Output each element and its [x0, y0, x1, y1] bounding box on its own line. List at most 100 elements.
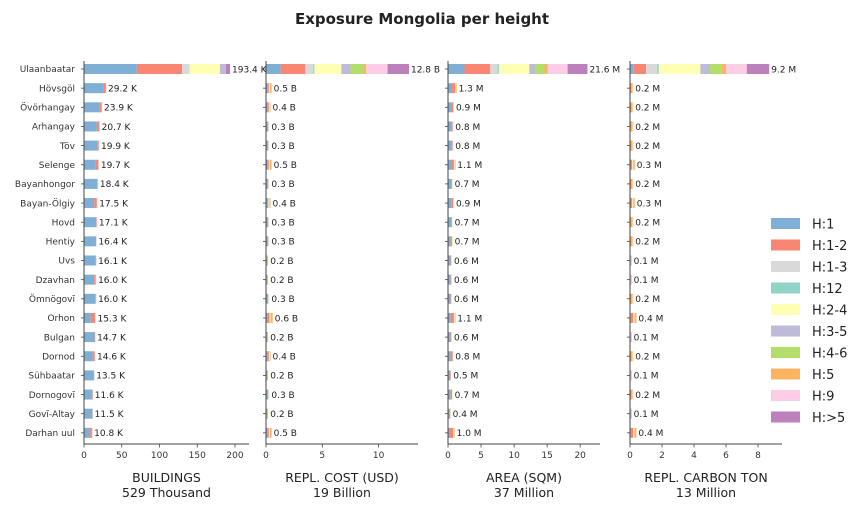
x-tick-label: 200 [226, 451, 243, 461]
legend-swatch [771, 218, 800, 229]
bar-segment [84, 274, 95, 285]
x-tick-label: 6 [723, 451, 729, 461]
bar-segment [269, 83, 272, 94]
bar-segment [269, 198, 271, 209]
data-label: 11.5 K [95, 410, 125, 420]
bar-segment [632, 178, 634, 189]
panel-3: 21.6 M 1.3 M 0.9 M 0.8 M 0.8 M 1.1 M 0.7 M 0.9 … [445, 61, 620, 500]
bar-segment [631, 274, 632, 285]
legend-item: H:12 [771, 282, 843, 297]
bar-segment [266, 389, 268, 400]
bar-segment [451, 217, 453, 228]
bar-segment [84, 217, 97, 228]
data-label: 0.4 M [453, 410, 478, 420]
data-label: 29.2 K [108, 84, 138, 94]
y-tick-label: Sühbaatar [28, 372, 75, 382]
x-tick-label: 4 [691, 451, 697, 461]
bar-segment [268, 389, 269, 400]
legend-swatch [771, 304, 800, 315]
data-label: 20.7 K [102, 123, 132, 133]
bar-segment [658, 64, 701, 74]
bar-segment [94, 198, 97, 209]
y-tick-label: Bayanhongor [15, 180, 75, 190]
bar-segment [189, 64, 220, 74]
bar-segment [448, 255, 451, 266]
legend-label: H:>5 [812, 411, 845, 426]
data-label: 0.8 M [455, 142, 480, 152]
bar-segment [267, 370, 269, 381]
bar-segment [450, 408, 452, 419]
bar-segment [268, 217, 269, 228]
x-tick-label: 50 [116, 451, 128, 461]
data-label: 1.3 M [459, 84, 484, 94]
bar-segment [266, 140, 268, 151]
data-label: 0.4 B [273, 353, 296, 363]
bar-segment [268, 178, 270, 189]
bar-segment [452, 217, 453, 228]
legend-label: H:9 [812, 390, 834, 405]
bar-segment [633, 64, 646, 74]
x-axis-label: BUILDINGS [132, 470, 201, 485]
bar-segment [84, 102, 100, 113]
legend-item: H:9 [771, 390, 834, 405]
data-label: 0.1 M [634, 276, 659, 286]
panel-total-label: 13 Million [676, 485, 736, 500]
bar-segment [267, 408, 269, 419]
data-label: 0.2 B [270, 276, 293, 286]
bar-segment [632, 217, 633, 228]
y-tick-label: Bulgan [44, 333, 75, 343]
bar-segment [84, 389, 92, 400]
legend-item: H:>5 [771, 411, 845, 426]
bar-segment [84, 140, 98, 151]
legend-label: H:12 [812, 282, 843, 297]
bar-segment [721, 64, 726, 74]
bar-segment [453, 102, 455, 113]
bar-segment [266, 408, 268, 419]
bar-segment [84, 332, 95, 343]
bar-segment [268, 198, 270, 209]
bar-segment [266, 274, 268, 285]
data-label: 16.1 K [98, 257, 128, 267]
bar-segment [84, 159, 96, 170]
x-axis-label: AREA (SQM) [486, 470, 562, 485]
bar-segment [632, 389, 633, 400]
y-tick-label: Hentiy [46, 238, 76, 248]
bar-segment [267, 312, 270, 323]
data-label: 9.2 M [771, 65, 796, 75]
data-label: 0.2 B [270, 372, 293, 382]
bar-segment [448, 140, 452, 151]
bar-segment [498, 64, 530, 74]
bar-segment [448, 389, 451, 400]
bar-segment [267, 121, 269, 132]
bar-segment [630, 332, 632, 343]
bar-segment [632, 198, 633, 209]
bar-segment [453, 102, 454, 113]
bar-segment [630, 351, 632, 362]
bar-segment [646, 64, 658, 74]
bar-segment [269, 83, 270, 94]
x-tick-label: 0 [81, 451, 87, 461]
bar-segment [631, 332, 632, 343]
bar-segment [631, 102, 633, 113]
y-tick-label: Darhan uul [25, 429, 75, 439]
bar-segment [449, 408, 451, 419]
panel-total-label: 37 Million [494, 485, 554, 500]
y-tick-label: Selenge [39, 161, 76, 171]
legend-item: H:3-5 [771, 325, 847, 340]
data-label: 0.7 M [455, 219, 480, 229]
legend-swatch [771, 347, 800, 358]
data-label: 0.7 M [455, 180, 480, 190]
bar-segment [632, 293, 633, 304]
data-label: 0.2 M [635, 142, 660, 152]
bar-segment [313, 64, 315, 74]
bar-segment [101, 102, 103, 113]
bar-segment [267, 332, 269, 343]
bar-segment [269, 427, 272, 438]
data-label: 10.8 K [94, 429, 124, 439]
data-label: 0.4 M [638, 429, 663, 439]
bar-segment [631, 140, 633, 151]
data-label: 0.2 M [635, 84, 660, 94]
bar-segment [455, 83, 457, 94]
bar-segment [567, 64, 588, 74]
data-label: 0.7 M [455, 238, 480, 248]
